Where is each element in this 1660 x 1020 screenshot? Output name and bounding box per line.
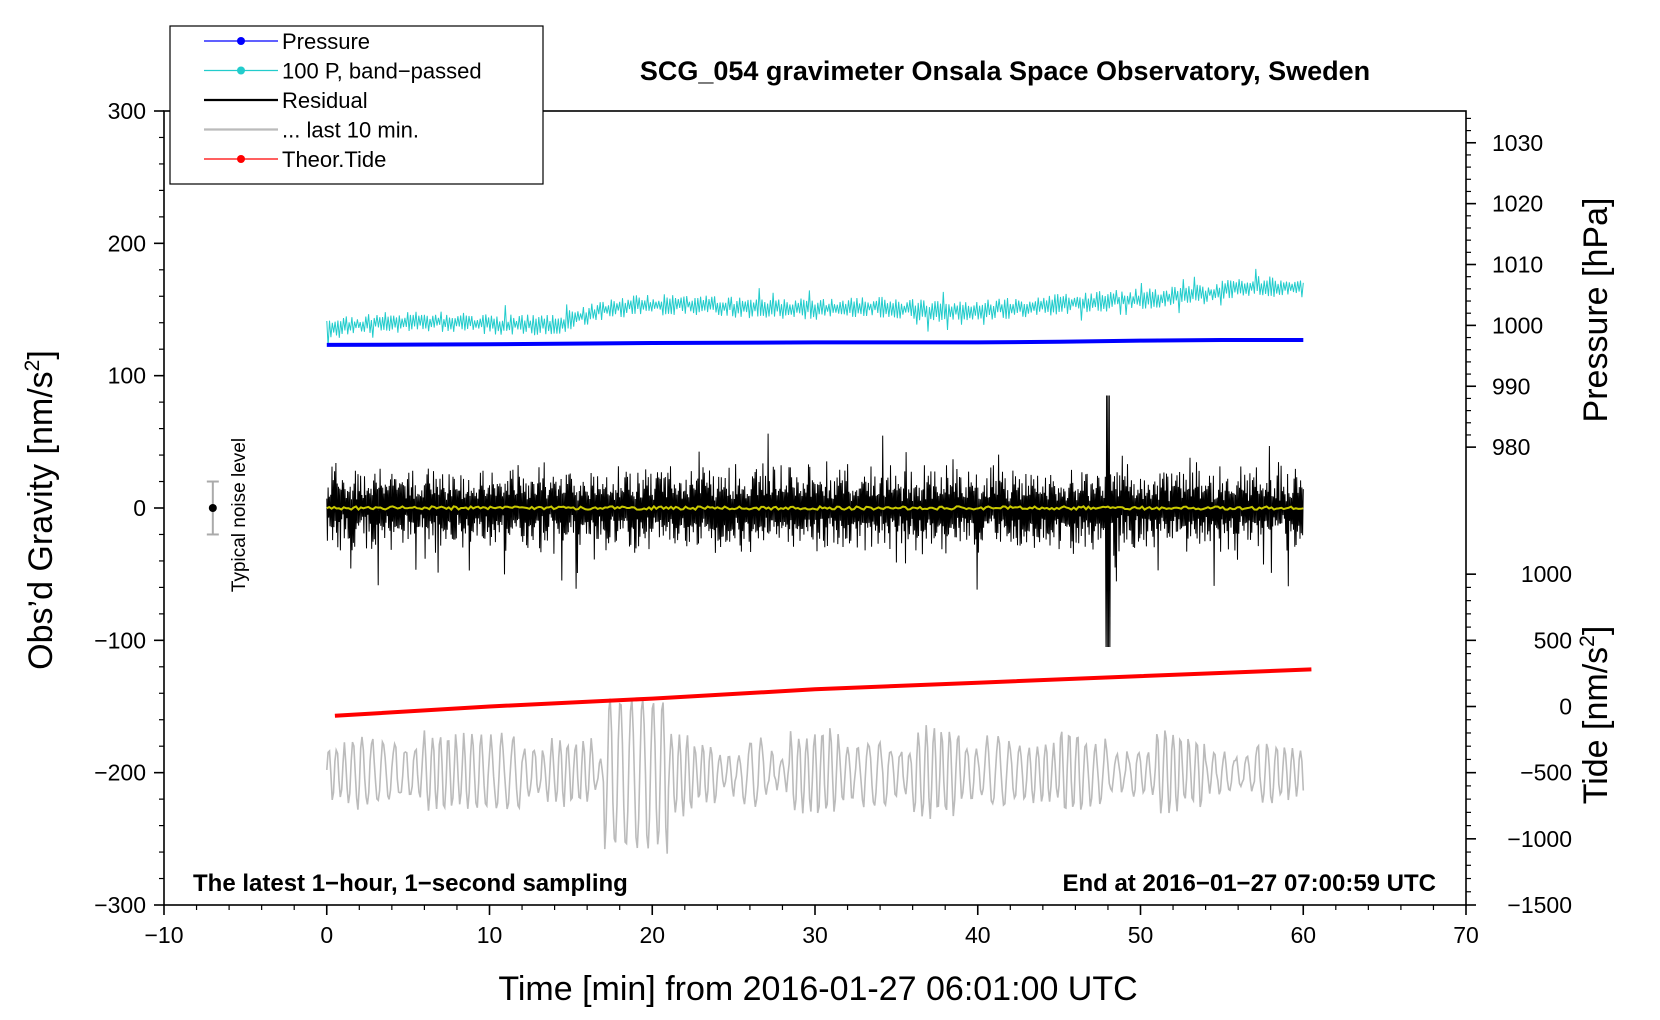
tide-tick-label: 500 bbox=[1534, 627, 1572, 653]
x-tick-label: 60 bbox=[1290, 922, 1316, 948]
y-tick-label: −100 bbox=[94, 627, 146, 653]
pressure-tick-label: 1010 bbox=[1492, 252, 1543, 278]
x-tick-label: 30 bbox=[802, 922, 828, 948]
legend-swatch-marker bbox=[237, 155, 245, 163]
legend-label: ... last 10 min. bbox=[282, 118, 419, 143]
legend-label: Pressure bbox=[282, 29, 370, 54]
y-axis-label: Obs’d Gravity [nm/s2] bbox=[21, 350, 60, 670]
series-residual-smoothed bbox=[326, 504, 1304, 512]
x-tick-label: 10 bbox=[477, 922, 503, 948]
legend-label: Theor.Tide bbox=[282, 147, 386, 172]
y-tick-label: 0 bbox=[133, 495, 146, 521]
noise-level-dot bbox=[208, 504, 217, 512]
tide-tick-label: 1000 bbox=[1521, 561, 1572, 587]
tide-tick-label: −500 bbox=[1520, 760, 1572, 786]
x-tick-label: 40 bbox=[965, 922, 991, 948]
y-tick-label: 200 bbox=[108, 230, 146, 256]
y-tick-label: 100 bbox=[108, 363, 146, 389]
legend-box bbox=[169, 25, 544, 185]
legend-label: 100 P, band−passed bbox=[282, 59, 482, 84]
y-tick-label: −300 bbox=[94, 892, 146, 918]
x-axis-label: Time [min] from 2016-01-27 06:01:00 UTC bbox=[498, 970, 1137, 1008]
pressure-axis-label: Pressure [hPa] bbox=[1577, 198, 1615, 423]
x-tick-label: 0 bbox=[320, 922, 333, 948]
chart-title: SCG_054 gravimeter Onsala Space Observat… bbox=[640, 56, 1370, 86]
x-tick-label: 20 bbox=[639, 922, 665, 948]
x-tick-label: 70 bbox=[1453, 922, 1479, 948]
pressure-tick-label: 1030 bbox=[1492, 130, 1543, 156]
tide-tick-label: −1000 bbox=[1507, 826, 1572, 852]
pressure-tick-label: 1000 bbox=[1492, 312, 1543, 338]
series-band-passed-pressure bbox=[326, 268, 1304, 347]
legend-label: Residual bbox=[282, 88, 368, 113]
x-tick-label: 50 bbox=[1128, 922, 1154, 948]
tide-axis-label: Tide [nm/s2] bbox=[1576, 626, 1615, 805]
series-last-10-min bbox=[326, 698, 1305, 854]
series-pressure bbox=[326, 338, 1304, 347]
series-residual bbox=[326, 395, 1304, 648]
pressure-tick-label: 990 bbox=[1492, 373, 1530, 399]
legend-swatch-marker bbox=[237, 66, 245, 75]
pressure-tick-label: 1020 bbox=[1492, 191, 1543, 217]
x-tick-label: −10 bbox=[144, 922, 183, 948]
tide-tick-label: 0 bbox=[1559, 694, 1572, 720]
y-tick-label: −200 bbox=[94, 760, 146, 786]
pressure-tick-label: 980 bbox=[1492, 434, 1530, 460]
footer-right-note: End at 2016−01−27 07:00:59 UTC bbox=[1062, 870, 1436, 897]
y-tick-label: 300 bbox=[108, 98, 146, 124]
noise-level-label: Typical noise level bbox=[229, 438, 250, 592]
tide-tick-label: −1500 bbox=[1507, 892, 1572, 918]
series-theoretical-tide bbox=[334, 667, 1312, 718]
legend-swatch-marker bbox=[237, 37, 245, 45]
legend: Pressure 100 P, band−passed Residual ... la… bbox=[169, 25, 544, 185]
footer-left-note: The latest 1−hour, 1−second sampling bbox=[193, 870, 628, 897]
